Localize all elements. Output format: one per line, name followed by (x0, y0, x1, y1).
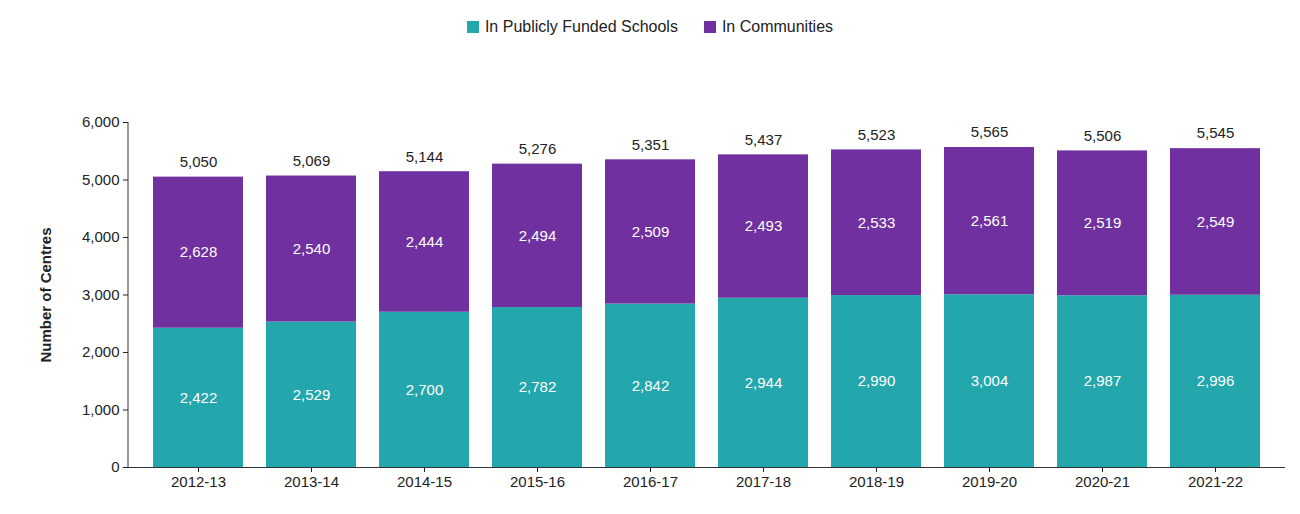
svg-text:2012-13: 2012-13 (171, 473, 226, 490)
svg-text:2,700: 2,700 (406, 381, 444, 398)
svg-text:5,523: 5,523 (858, 126, 896, 143)
svg-text:0: 0 (111, 458, 119, 475)
html-text:In Publicly Funded Schools: In Publicly Funded Schools (484, 18, 678, 35)
svg-text:2,529: 2,529 (293, 386, 331, 403)
svg-text:2,782: 2,782 (519, 378, 557, 395)
svg-text:5,565: 5,565 (971, 123, 1009, 140)
svg-text:2013-14: 2013-14 (284, 473, 339, 490)
svg-text:2,549: 2,549 (1197, 213, 1235, 230)
svg-text:5,276: 5,276 (519, 140, 557, 157)
svg-text:2016-17: 2016-17 (623, 473, 678, 490)
svg-text:2,493: 2,493 (745, 217, 783, 234)
svg-text:2015-16: 2015-16 (510, 473, 565, 490)
svg-text:3,000: 3,000 (82, 286, 120, 303)
svg-text:5,144: 5,144 (406, 148, 444, 165)
svg-text:5,000: 5,000 (82, 171, 120, 188)
svg-text:3,004: 3,004 (971, 372, 1009, 389)
svg-text:2017-18: 2017-18 (736, 473, 791, 490)
svg-text:2021-22: 2021-22 (1188, 473, 1243, 490)
svg-text:5,050: 5,050 (180, 153, 218, 170)
svg-text:5,506: 5,506 (1084, 127, 1122, 144)
svg-text:2,540: 2,540 (293, 240, 331, 257)
svg-text:2,494: 2,494 (519, 227, 557, 244)
svg-text:5,069: 5,069 (293, 152, 331, 169)
svg-text:2,996: 2,996 (1197, 372, 1235, 389)
svg-text:2,422: 2,422 (180, 389, 218, 406)
svg-text:2,000: 2,000 (82, 343, 120, 360)
svg-text:2,990: 2,990 (858, 372, 896, 389)
svg-text:5,437: 5,437 (745, 131, 783, 148)
svg-text:2,444: 2,444 (406, 233, 444, 250)
svg-text:2018-19: 2018-19 (849, 473, 904, 490)
svg-text:2,519: 2,519 (1084, 214, 1122, 231)
svg-text:1,000: 1,000 (82, 401, 120, 418)
svg-text:4,000: 4,000 (82, 228, 120, 245)
svg-text:5,545: 5,545 (1197, 124, 1235, 141)
svg-text:2,509: 2,509 (632, 223, 670, 240)
svg-text:2014-15: 2014-15 (397, 473, 452, 490)
svg-text:5,351: 5,351 (632, 136, 670, 153)
svg-text:Number of Centres: Number of Centres (37, 227, 54, 362)
svg-text:6,000: 6,000 (82, 113, 120, 130)
svg-text:2,842: 2,842 (632, 377, 670, 394)
svg-text:2019-20: 2019-20 (962, 473, 1017, 490)
svg-text:2,533: 2,533 (858, 214, 896, 231)
svg-text:2,987: 2,987 (1084, 372, 1122, 389)
svg-text:2020-21: 2020-21 (1075, 473, 1130, 490)
svg-text:2,944: 2,944 (745, 374, 783, 391)
svg-text:2,561: 2,561 (971, 212, 1009, 229)
svg-text:2,628: 2,628 (180, 243, 218, 260)
html-text:In Communities: In Communities (721, 18, 834, 35)
